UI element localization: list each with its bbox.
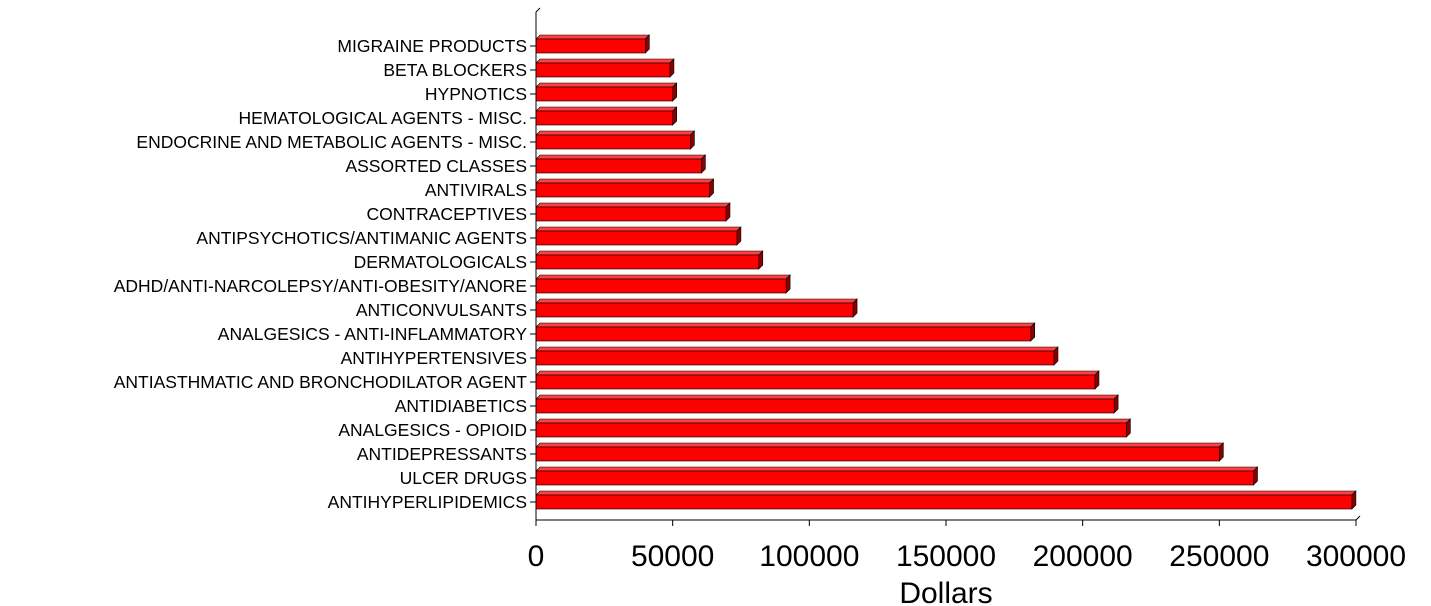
bar-front-face — [535, 38, 646, 54]
x-tick-label: 100000 — [759, 540, 859, 573]
category-label: ANTIDEPRESSANTS — [357, 444, 527, 464]
bar-top-face — [535, 250, 764, 256]
bar — [535, 394, 1119, 414]
bar-front-face — [535, 86, 673, 102]
bar — [535, 442, 1225, 462]
x-tick-label: 50000 — [631, 540, 714, 573]
bar-top-face — [535, 298, 858, 304]
bar — [535, 274, 791, 294]
bar — [535, 202, 731, 222]
bar-top-face — [535, 58, 675, 64]
bar-front-face — [535, 158, 702, 174]
category-label: BETA BLOCKERS — [383, 60, 527, 80]
bar — [535, 154, 707, 174]
bar — [535, 346, 1059, 366]
bar-front-face — [535, 62, 671, 78]
bar-top-face — [535, 226, 742, 232]
bar-front-face — [535, 302, 854, 318]
x-tick-label: 150000 — [896, 540, 996, 573]
bar — [535, 130, 696, 150]
bar-top-face — [535, 370, 1100, 376]
bar-front-face — [535, 494, 1353, 510]
bar — [535, 58, 675, 78]
category-label: ANALGESICS - OPIOID — [338, 420, 527, 440]
category-label: ANTICONVULSANTS — [356, 300, 527, 320]
category-label: ENDOCRINE AND METABOLIC AGENTS - MISC. — [136, 132, 527, 152]
x-axis-depth-line — [1355, 515, 1361, 521]
bar-front-face — [535, 470, 1254, 486]
bar-front-face — [535, 134, 691, 150]
bar — [535, 82, 678, 102]
bar — [535, 298, 858, 318]
y-axis-depth-line — [535, 7, 541, 13]
bar-front-face — [535, 254, 760, 270]
bar-front-face — [535, 182, 710, 198]
axes-layer — [530, 7, 1361, 526]
labels-layer: MIGRAINE PRODUCTS BETA BLOCKERS HYPNOTICS H… — [114, 36, 1406, 573]
bar-top-face — [535, 202, 731, 208]
bar — [535, 250, 764, 270]
x-tick-label: 0 — [528, 540, 545, 573]
category-label: ANTIPSYCHOTICS/ANTIMANIC AGENTS — [196, 228, 527, 248]
bar-top-face — [535, 394, 1119, 400]
x-axis-title: Dollars — [899, 577, 992, 606]
category-label: HYPNOTICS — [425, 84, 527, 104]
category-label: ANALGESICS - ANTI-INFLAMMATORY — [218, 324, 528, 344]
bar — [535, 322, 1036, 342]
bar-top-face — [535, 178, 715, 184]
bar — [535, 490, 1357, 510]
bar — [535, 178, 715, 198]
bar — [535, 34, 651, 54]
category-label: ULCER DRUGS — [400, 468, 527, 488]
bar-top-face — [535, 34, 651, 40]
bar-top-face — [535, 106, 678, 112]
bar-top-face — [535, 154, 707, 160]
category-label: ANTIHYPERTENSIVES — [341, 348, 527, 368]
bar-front-face — [535, 326, 1032, 342]
x-tick-label: 200000 — [1033, 540, 1133, 573]
bar — [535, 466, 1259, 486]
bar-top-face — [535, 490, 1357, 496]
category-label: MIGRAINE PRODUCTS — [337, 36, 527, 56]
bar-front-face — [535, 350, 1055, 366]
bar — [535, 370, 1100, 390]
bar-front-face — [535, 110, 673, 126]
category-label: ASSORTED CLASSES — [345, 156, 527, 176]
bar-top-face — [535, 130, 696, 136]
bar-top-face — [535, 82, 678, 88]
x-tick-label: 300000 — [1306, 540, 1406, 573]
category-label: ANTIASTHMATIC AND BRONCHODILATOR AGENT — [114, 372, 528, 392]
bar — [535, 106, 678, 126]
bar-top-face — [535, 418, 1132, 424]
category-label: ANTIHYPERLIPIDEMICS — [328, 492, 527, 512]
bar — [535, 226, 742, 246]
category-label: HEMATOLOGICAL AGENTS - MISC. — [239, 108, 527, 128]
category-label: CONTRACEPTIVES — [367, 204, 527, 224]
bar-top-face — [535, 442, 1225, 448]
bar-front-face — [535, 446, 1220, 462]
bar-front-face — [535, 278, 787, 294]
x-tick-label: 250000 — [1169, 540, 1269, 573]
category-label: ANTIVIRALS — [425, 180, 527, 200]
bar-top-face — [535, 274, 791, 280]
category-label: DERMATOLOGICALS — [354, 252, 527, 272]
bar-top-face — [535, 466, 1259, 472]
bar-front-face — [535, 206, 727, 222]
bar-top-face — [535, 346, 1059, 352]
category-label: ADHD/ANTI-NARCOLEPSY/ANTI-OBESITY/ANORE — [114, 276, 527, 296]
bar-front-face — [535, 422, 1127, 438]
category-label: ANTIDIABETICS — [395, 396, 527, 416]
bars-layer — [535, 34, 1357, 510]
bar-front-face — [535, 398, 1115, 414]
bar-front-face — [535, 230, 738, 246]
bar — [535, 418, 1132, 438]
bar-front-face — [535, 374, 1096, 390]
bar-top-face — [535, 322, 1036, 328]
